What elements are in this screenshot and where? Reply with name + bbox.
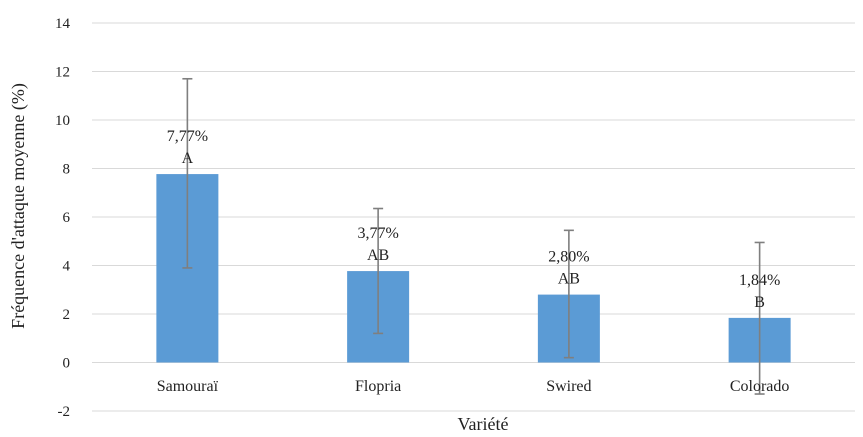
- y-tick-label: 8: [63, 162, 71, 178]
- y-tick-label: -2: [58, 404, 71, 420]
- y-tick-label: 0: [63, 356, 71, 372]
- x-category-label: Swired: [546, 378, 591, 395]
- error-bars: [182, 77, 765, 395]
- category-labels: Samouraï Flopria Swired Colorado: [157, 378, 790, 395]
- y-tick-label: 12: [55, 65, 70, 81]
- y-tick-label: 6: [63, 210, 71, 226]
- data-label-group: B: [754, 294, 765, 311]
- data-label-value: 1,84%: [739, 272, 780, 289]
- x-category-label: Samouraï: [157, 378, 219, 395]
- data-label-value: 3,77%: [357, 225, 398, 242]
- data-label-group: AB: [367, 247, 389, 264]
- x-axis-title: Variété: [458, 414, 509, 434]
- y-tick-label: 2: [63, 307, 71, 323]
- data-label-value: 2,80%: [548, 249, 589, 266]
- bars: [156, 174, 791, 363]
- y-axis-title: Fréquence d'attaque moyenne (%): [8, 83, 29, 329]
- y-tick-label: 10: [55, 113, 70, 129]
- gridlines: [92, 22, 855, 412]
- y-tick-labels: -2 0 2 4 6 8 10 12 14: [55, 16, 71, 420]
- data-label-group: A: [182, 150, 194, 167]
- y-tick-label: 4: [63, 259, 71, 275]
- data-label-group: AB: [558, 271, 580, 288]
- data-labels: 7,77% A 3,77% AB 2,80% AB 1,84% B: [167, 128, 781, 311]
- x-category-label: Flopria: [355, 378, 401, 395]
- y-tick-label: 14: [55, 16, 71, 32]
- x-category-label: Colorado: [730, 378, 790, 395]
- data-label-value: 7,77%: [167, 128, 208, 145]
